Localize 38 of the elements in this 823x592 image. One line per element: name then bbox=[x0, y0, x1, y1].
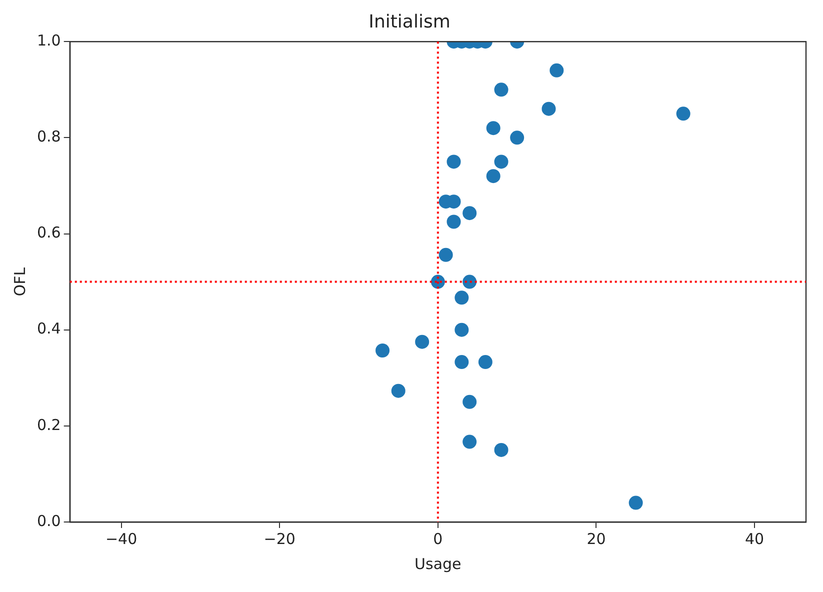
y-tick-label: 0.0 bbox=[36, 512, 61, 530]
point bbox=[676, 106, 690, 121]
x-axis-title: Usage bbox=[414, 554, 462, 573]
point bbox=[542, 102, 556, 116]
point bbox=[454, 290, 469, 305]
x-tick-label: 20 bbox=[586, 530, 606, 548]
point bbox=[486, 169, 500, 184]
y-tick-label: 0.2 bbox=[36, 416, 61, 434]
point bbox=[446, 154, 461, 169]
point bbox=[415, 334, 430, 349]
point bbox=[462, 434, 477, 449]
point bbox=[454, 355, 469, 370]
point bbox=[494, 442, 508, 457]
x-tick-label: 40 bbox=[745, 530, 764, 548]
point bbox=[628, 496, 643, 510]
point bbox=[494, 82, 508, 97]
point bbox=[510, 130, 524, 145]
chart-title: Initialism bbox=[368, 11, 450, 32]
y-tick-label: 1.0 bbox=[36, 31, 61, 50]
y-tick-label: 0.4 bbox=[36, 320, 61, 338]
point bbox=[376, 343, 390, 358]
point bbox=[454, 322, 469, 337]
y-tick-label: 0.6 bbox=[36, 224, 61, 242]
x-tick-label: 0 bbox=[433, 530, 443, 548]
point bbox=[462, 274, 477, 289]
x-tick-label: −40 bbox=[105, 530, 138, 548]
point bbox=[462, 206, 477, 220]
y-tick-label: 0.8 bbox=[36, 128, 61, 146]
point bbox=[486, 121, 500, 136]
point bbox=[462, 394, 477, 409]
point bbox=[438, 248, 453, 262]
point bbox=[446, 214, 461, 229]
x-tick-label: −20 bbox=[264, 530, 296, 548]
point bbox=[494, 154, 508, 169]
point bbox=[550, 63, 564, 78]
point bbox=[478, 355, 492, 370]
point bbox=[391, 384, 406, 398]
y-axis-title: OFL bbox=[10, 266, 29, 296]
